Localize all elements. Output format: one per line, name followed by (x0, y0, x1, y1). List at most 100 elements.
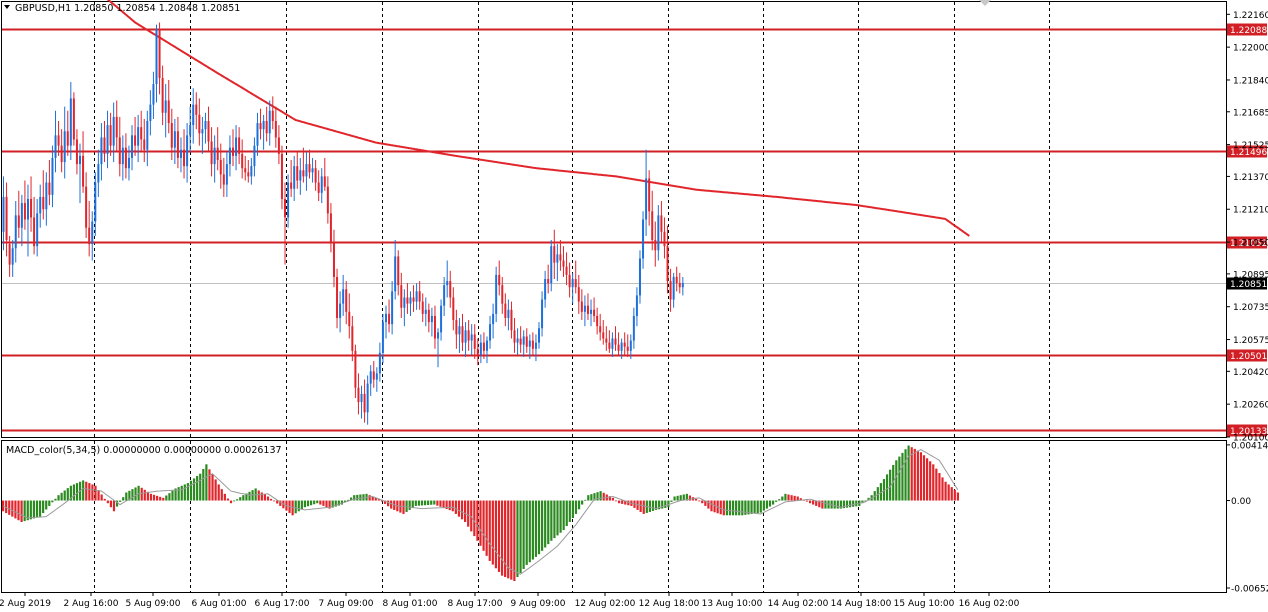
candle-body (485, 340, 488, 351)
macd-bar (935, 468, 938, 501)
macd-bar (91, 484, 94, 501)
candle-body (124, 147, 127, 169)
chevron-down-icon[interactable] (4, 5, 10, 9)
candle-body (45, 182, 48, 210)
candle-body (366, 383, 369, 413)
candle-body (629, 340, 632, 351)
macd-bar (162, 497, 165, 501)
macd-bar (553, 500, 556, 539)
macd-bar (460, 500, 464, 520)
macd-bar (343, 500, 347, 503)
moving-average (106, 0, 970, 237)
macd-bar (88, 483, 91, 501)
candle-body (66, 131, 69, 146)
candle-body (17, 215, 20, 228)
candle-body (179, 149, 182, 158)
macd-bar (821, 500, 824, 509)
candle-body (51, 157, 54, 195)
macd-bar (932, 464, 935, 501)
macd-bar (112, 500, 116, 512)
macd-bar (402, 500, 405, 514)
candle-body (296, 166, 299, 181)
macd-bar (137, 485, 140, 501)
macd-bar (784, 493, 787, 501)
macd-bar (611, 497, 615, 501)
macd-bar (331, 500, 334, 508)
candle-body (109, 125, 112, 146)
y-tick-label: 1.20420 (1233, 368, 1268, 378)
candle-body (305, 164, 308, 177)
macd-bar (614, 500, 618, 502)
candle-body (8, 244, 11, 265)
macd-bar (63, 490, 66, 501)
candle-body (308, 164, 311, 173)
macd-bar (57, 495, 60, 501)
candle-body (210, 141, 213, 165)
candle-body (250, 166, 253, 177)
candle-body (476, 348, 479, 355)
macd-bar (916, 450, 919, 501)
macd-bar (889, 469, 892, 501)
candle-body (85, 186, 88, 228)
macd-bar (260, 492, 263, 501)
macd-bar (356, 494, 359, 501)
macd-bar (306, 500, 310, 507)
horizontal-levels[interactable]: 1.22088 1.21496 1.21052 1.20501 1.20133 1.208… (2, 23, 1267, 438)
candle-body (11, 248, 14, 265)
candle-body (501, 285, 504, 304)
candle-body (391, 291, 394, 325)
candle-body (88, 227, 91, 245)
macd-bar (599, 491, 602, 501)
candle-body (204, 121, 207, 130)
candle-body (140, 127, 143, 140)
macd-bar (531, 500, 534, 560)
candle-body (531, 340, 534, 349)
candle-body (149, 104, 152, 122)
candle-body (103, 137, 106, 154)
candle-body (57, 135, 60, 146)
candle-body (225, 164, 228, 185)
candle-body (14, 215, 17, 249)
macd-bar (510, 500, 513, 580)
candle-body (660, 215, 663, 232)
candle-body (375, 373, 378, 380)
macd-bar (322, 500, 325, 506)
macd-bar (574, 500, 578, 514)
candle-body (106, 125, 109, 154)
candle-body (317, 182, 320, 193)
candle-body (669, 281, 672, 300)
macd-bar (879, 483, 882, 501)
macd-bar (516, 500, 519, 577)
y-tick-label: 1.20735 (1233, 303, 1268, 313)
candle-body (437, 332, 440, 339)
candle-body (228, 147, 231, 165)
candle-body (519, 338, 522, 345)
x-tick-label: 16 Aug 02:00 (959, 599, 1020, 608)
candle-body (596, 315, 599, 327)
macd-bar (467, 500, 470, 527)
macd-bar (818, 500, 821, 508)
macd-bar (263, 494, 266, 501)
macd-bar (833, 500, 836, 509)
candle-body (605, 338, 608, 343)
macd-bar (673, 496, 676, 501)
candle-body (626, 346, 629, 351)
candle-body (495, 274, 498, 314)
macd-bar (947, 484, 950, 501)
macd-bar (685, 493, 688, 501)
macd-bar (109, 500, 112, 508)
macd-bar (35, 500, 39, 518)
candle-body (654, 240, 657, 251)
macd-bar (217, 484, 220, 501)
macd-bar (97, 490, 100, 501)
macd-bar (405, 500, 408, 512)
x-tick-label: 14 Aug 02:00 (768, 599, 829, 608)
candle-body (112, 116, 115, 146)
indicator-y-tick-label: 0.004148 (1231, 441, 1268, 451)
macd-bar (377, 499, 380, 501)
macd-bar (494, 500, 497, 569)
candle-body (42, 196, 45, 210)
candle-body (222, 174, 225, 185)
